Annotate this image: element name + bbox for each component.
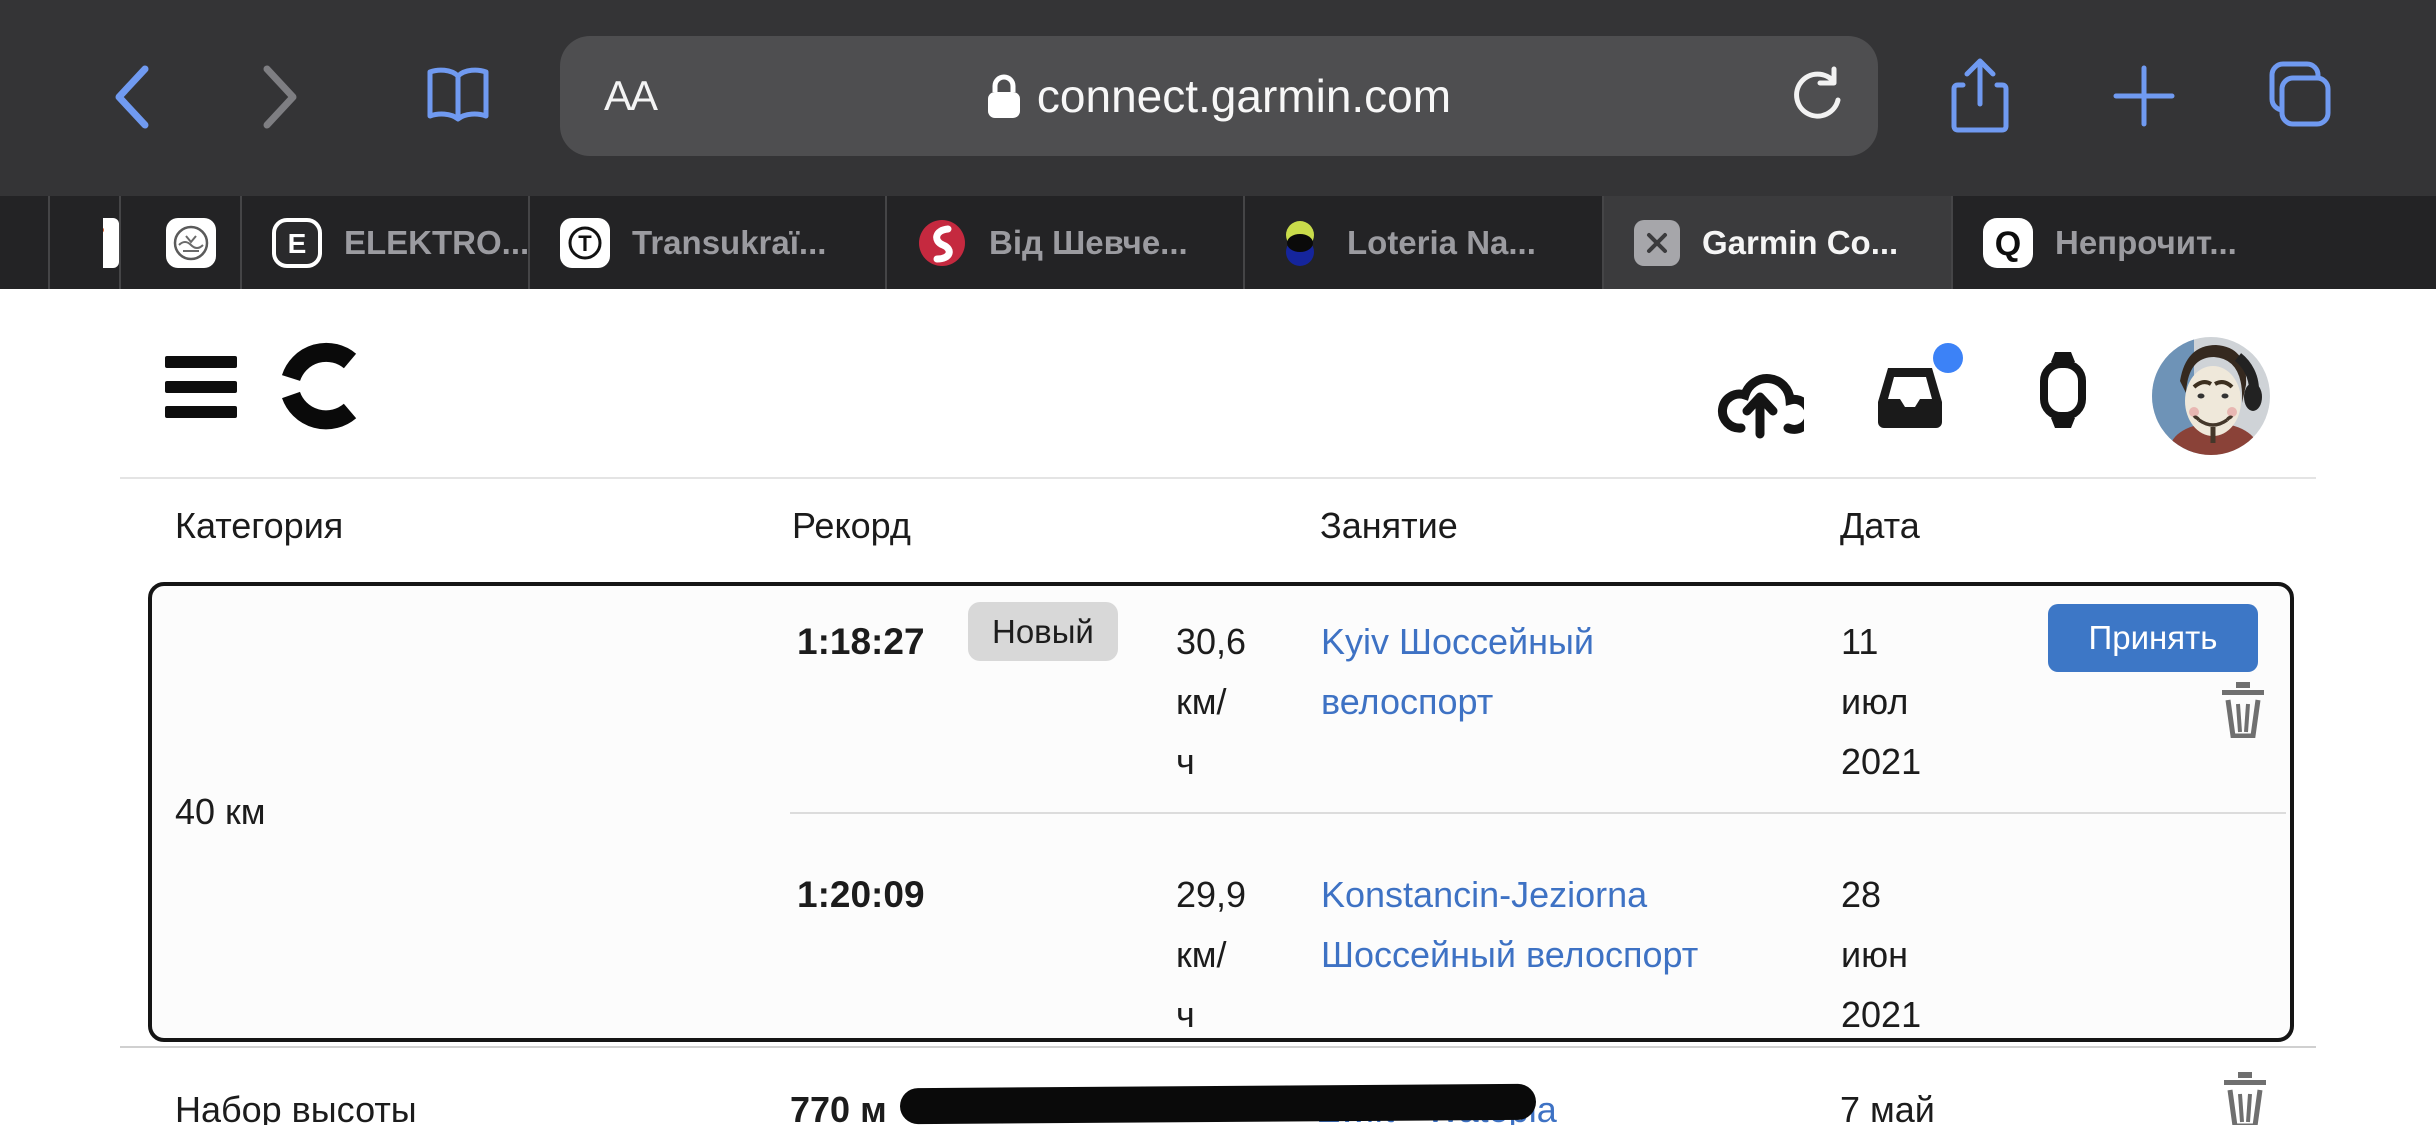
tab-loteria[interactable]: Loteria Na...	[1245, 196, 1604, 289]
close-tab-button[interactable]	[1634, 219, 1680, 266]
column-header-date: Дата	[1840, 505, 1920, 546]
share-icon	[1951, 58, 2009, 133]
cloud-upload-icon	[1718, 374, 1814, 439]
inbox-button[interactable]	[1876, 366, 1944, 435]
new-record-badge: Новый	[968, 602, 1118, 661]
loteria-favicon	[1286, 220, 1314, 266]
trash-icon	[2222, 682, 2264, 739]
chevron-right-icon	[263, 65, 297, 129]
tab-neprochit[interactable]: Q Непрочит...	[1953, 196, 2436, 289]
new-tab-button[interactable]	[2112, 64, 2176, 128]
table-row-divider	[120, 1046, 2316, 1048]
record-date: 28 июн 2021	[1841, 874, 1922, 1035]
record-row-divider	[790, 812, 2286, 814]
record-speed: 30,6 км/ ч	[1176, 621, 1247, 782]
tab-label: Непрочит...	[2055, 223, 2237, 261]
tab-elektro[interactable]: E ELEKTRO...	[242, 196, 530, 289]
garmin-connect-logo[interactable]	[278, 338, 374, 439]
record-group-40km[interactable]: 40 км 1:18:27 Новый 30,6 км/ ч Kyiv Шосс…	[148, 582, 2294, 1042]
upload-button[interactable]	[1716, 364, 1814, 445]
tab-label: Transukraï...	[632, 223, 827, 261]
address-bar[interactable]: AA connect.garmin.com	[560, 36, 1878, 156]
notification-dot	[1933, 343, 1963, 373]
profile-avatar[interactable]	[2152, 337, 2270, 455]
garmin-c-icon	[281, 342, 357, 430]
tab-label: Від Шевче...	[989, 223, 1188, 261]
menu-button[interactable]	[165, 356, 237, 418]
q-messenger-favicon: Q	[1983, 217, 2033, 268]
reload-button[interactable]	[1790, 66, 1844, 131]
delete-record-button[interactable]	[2222, 1072, 2268, 1125]
inbox-tray-icon	[1878, 368, 1942, 428]
header-divider	[120, 477, 2316, 479]
hamburger-icon	[165, 356, 237, 368]
delete-record-button[interactable]	[2220, 682, 2266, 743]
share-button[interactable]	[1948, 56, 2012, 136]
svg-text:Q: Q	[1995, 225, 2021, 263]
watch-icon	[2040, 352, 2086, 428]
tab-bar: E ELEKTRO... Т Transukraï... Від Шевче..…	[0, 196, 2436, 289]
activity-link[interactable]: Konstancin-Jeziorna Шоссейный велоспорт	[1321, 874, 1699, 975]
tab-transukraine[interactable]: Т Transukraï...	[530, 196, 887, 289]
column-header-record: Рекорд	[792, 505, 911, 546]
elektro-favicon: E	[272, 217, 322, 268]
reload-icon	[1794, 66, 1841, 119]
record-speed: 29,9 км/ ч	[1176, 874, 1247, 1035]
orange-site-favicon	[103, 217, 119, 268]
devices-button[interactable]	[2034, 350, 2092, 435]
tab-label: Loteria Na...	[1347, 223, 1536, 261]
record-time: 1:18:27	[797, 621, 925, 662]
column-header-activity: Занятие	[1320, 505, 1458, 546]
back-button[interactable]	[112, 64, 150, 130]
emblem-favicon	[166, 217, 216, 268]
svg-text:E: E	[288, 228, 307, 259]
transukraine-favicon: Т	[560, 217, 610, 268]
chevron-left-icon	[115, 65, 149, 129]
accept-button[interactable]: Принять	[2048, 604, 2258, 672]
tabs-icon	[2269, 61, 2331, 127]
record-value: 770 м	[790, 1089, 887, 1125]
red-flame-favicon	[919, 219, 965, 266]
book-icon	[427, 67, 489, 122]
lock-icon	[987, 74, 1020, 118]
avatar-guy-fawkes-mask	[2152, 337, 2270, 455]
activity-link[interactable]: Kyiv Шоссейный велоспорт	[1321, 621, 1595, 722]
category-label: Набор высоты	[175, 1089, 417, 1125]
tab-label: ELEKTRO...	[344, 223, 530, 261]
close-icon	[1647, 232, 1667, 253]
record-date: 11 июл 2021	[1841, 621, 1922, 782]
tab-garmin-connect-active[interactable]: Garmin Co...	[1604, 196, 1953, 289]
trash-icon	[2224, 1072, 2266, 1125]
record-date: 7 май	[1840, 1089, 1935, 1125]
column-header-category: Категория	[175, 505, 344, 546]
url-text: connect.garmin.com	[1036, 70, 1452, 122]
tab-vid-shevche[interactable]: Від Шевче...	[887, 196, 1245, 289]
browser-toolbar: AA connect.garmin.com	[0, 0, 2436, 196]
tab-label: Garmin Co...	[1702, 223, 1899, 261]
tab-emblem-site[interactable]	[121, 196, 242, 289]
tab-partial[interactable]	[0, 196, 50, 289]
tab-partial-favicon[interactable]	[50, 196, 121, 289]
svg-text:Т: Т	[578, 231, 592, 256]
redaction-bar	[899, 1083, 1537, 1125]
plus-icon	[2113, 65, 2175, 127]
reader-text-size-button[interactable]: AA	[604, 72, 658, 119]
record-time: 1:20:09	[797, 874, 925, 915]
bookmarks-button[interactable]	[424, 66, 492, 126]
tab-overview-button[interactable]	[2258, 60, 2332, 130]
forward-button[interactable]	[262, 64, 300, 130]
category-label: 40 км	[175, 791, 266, 832]
